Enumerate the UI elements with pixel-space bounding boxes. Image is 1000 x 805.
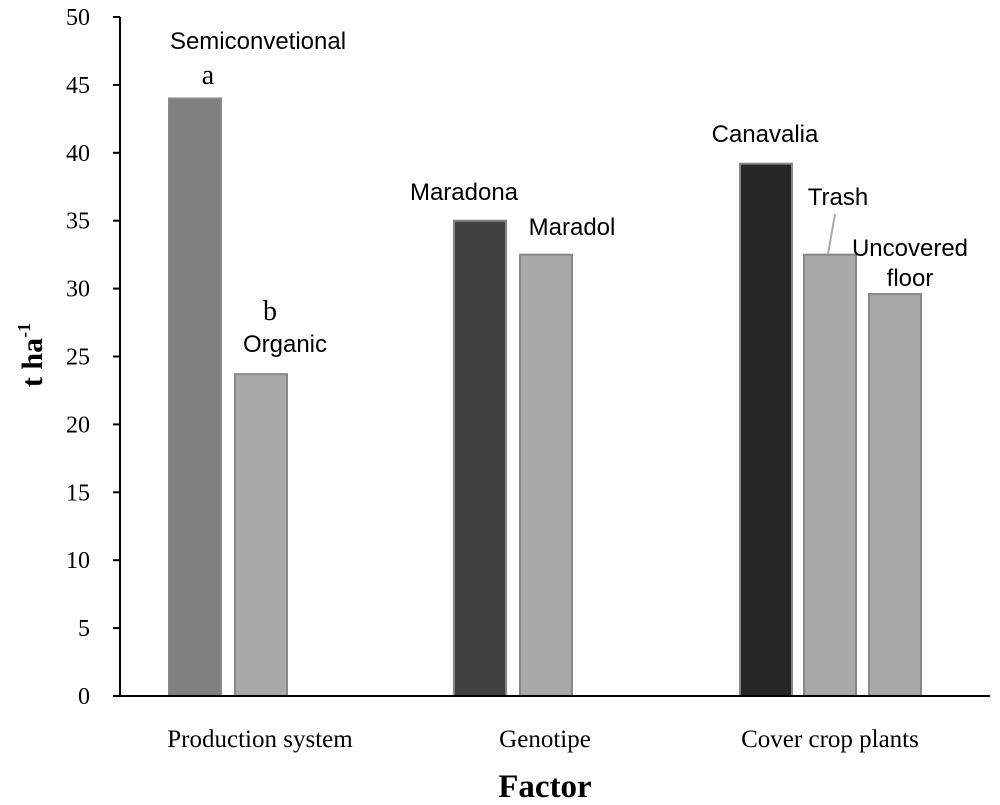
bars: [168, 97, 922, 698]
bar-uncovered-floor: [868, 293, 922, 697]
bar-trash: [803, 253, 857, 697]
bar-label: Semiconvetional: [170, 28, 346, 55]
category-label: Genotipe: [499, 726, 591, 753]
bar-label: Uncovered floor: [852, 235, 968, 292]
bar-canavalia: [739, 162, 793, 697]
bar-organic: [234, 373, 288, 697]
y-tick-label: 30: [66, 277, 90, 303]
bar-label: Canavalia: [712, 121, 819, 148]
y-tick-label: 40: [66, 141, 90, 167]
bar-labels: Semiconvetional a Organic b Maradona Maradol C…: [170, 28, 968, 358]
bar-maradol: [519, 253, 573, 697]
y-tick-label: 25: [66, 345, 90, 371]
y-axis-title: t ha-1: [14, 323, 49, 387]
y-axis-title-main: t ha: [16, 338, 49, 387]
significance-letter: a: [202, 60, 215, 91]
y-tick-label: 50: [66, 5, 90, 31]
significance-letter: b: [263, 296, 277, 327]
bar-label: Organic: [243, 331, 327, 358]
bar-maradona: [453, 219, 507, 697]
y-tick-label: 10: [66, 548, 90, 574]
y-tick-label: 15: [66, 480, 90, 506]
y-tick-label: 20: [66, 412, 90, 438]
bar-label: Maradol: [529, 214, 616, 241]
trash-label-leader-line: [827, 213, 836, 255]
x-axis-category-labels: Production system Genotipe Cover crop plan…: [167, 726, 919, 753]
y-tick-label: 35: [66, 209, 90, 235]
bar-label: Trash: [808, 184, 868, 211]
y-tick-label: 45: [66, 73, 90, 99]
category-label: Production system: [167, 726, 353, 753]
bar-label: Maradona: [410, 179, 519, 206]
y-tick-label: 5: [78, 616, 90, 642]
y-axis-title-superscript: -1: [14, 323, 34, 338]
category-label: Cover crop plants: [741, 726, 919, 753]
bar-semiconvetional: [168, 97, 222, 698]
y-tick-label: 0: [78, 684, 90, 710]
x-axis-title: Factor: [498, 769, 591, 805]
y-axis-ticks: 0 5 10 15 20 25 30 35 40 45 50: [66, 5, 120, 710]
